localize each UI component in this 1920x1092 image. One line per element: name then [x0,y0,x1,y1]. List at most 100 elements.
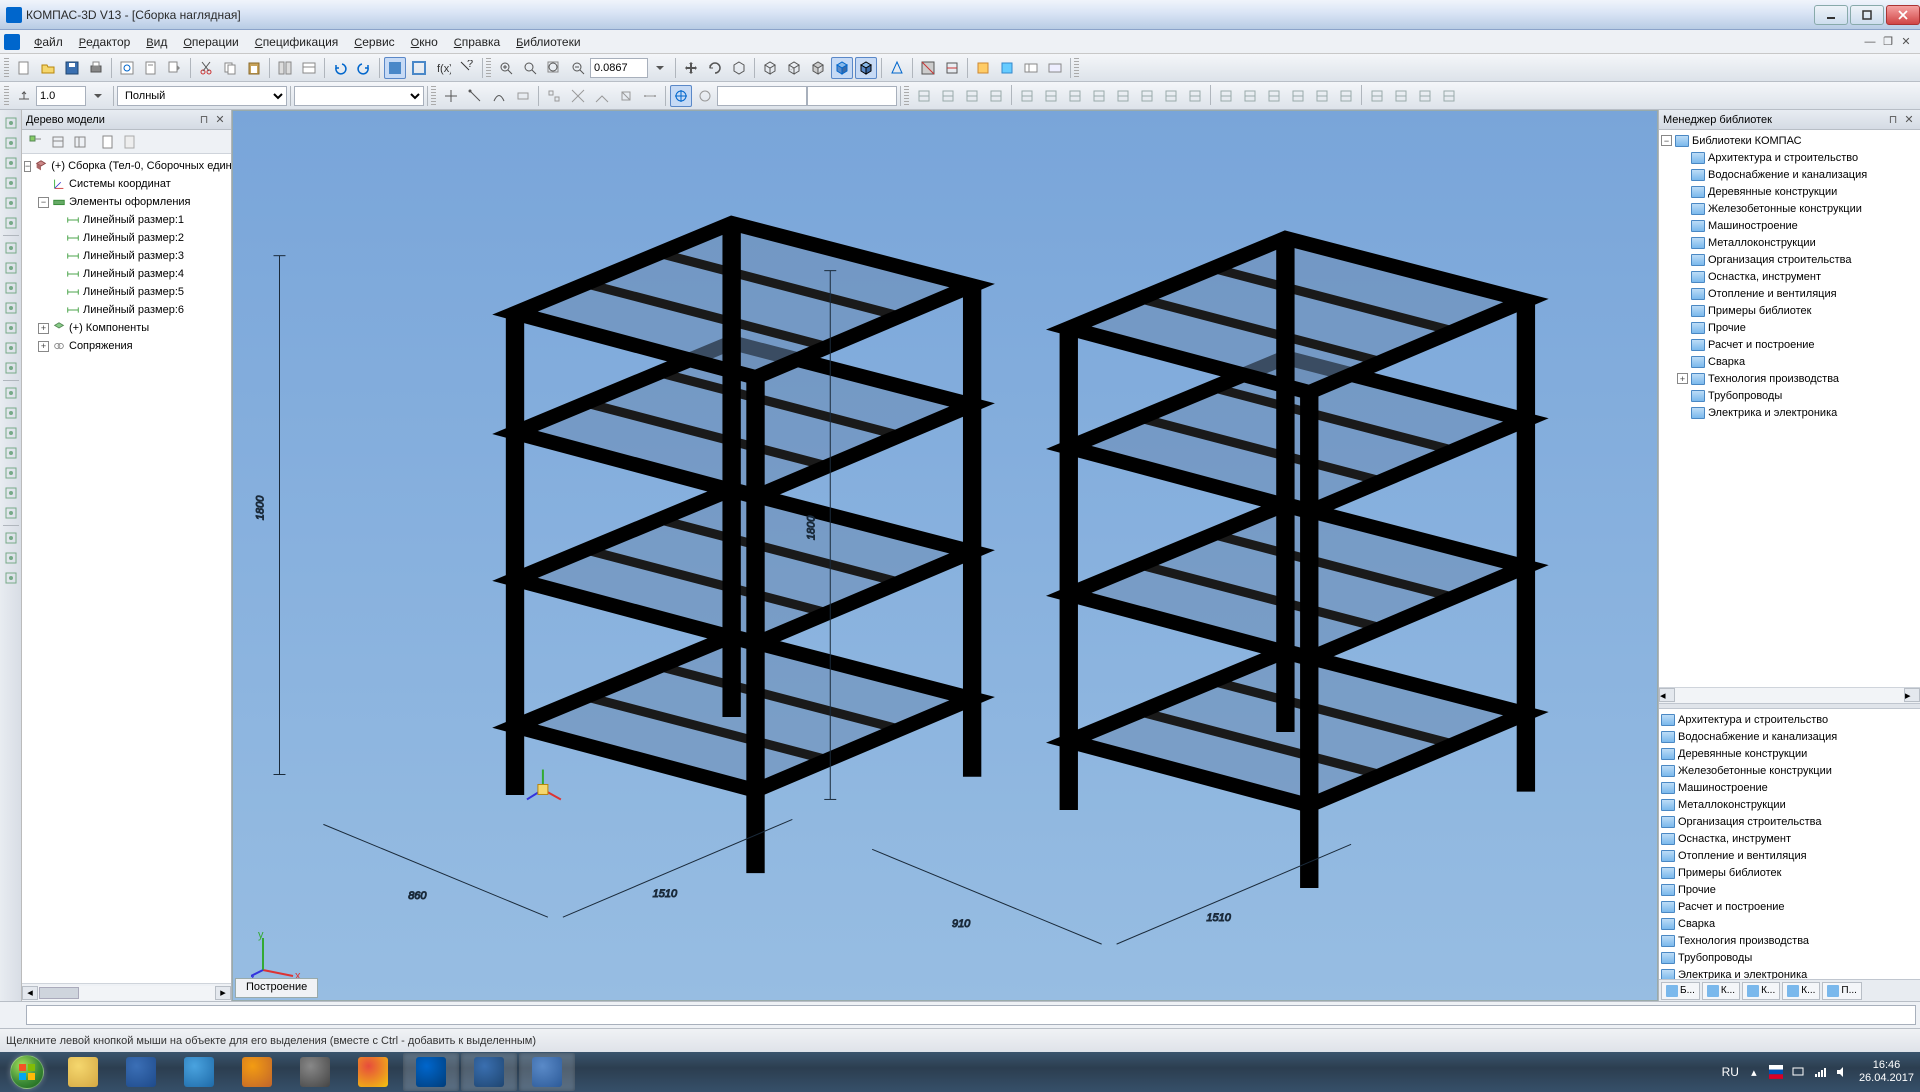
left-tool-9[interactable] [2,299,20,317]
mdi-minimize-button[interactable]: — [1862,35,1878,49]
lib-item[interactable]: Металлоконструкции [1661,796,1918,813]
taskbar-app-save[interactable] [461,1053,517,1091]
wire-button[interactable] [759,57,781,79]
expand-icon[interactable]: + [38,323,49,334]
tool-extra-13[interactable] [1239,85,1261,107]
tree-btn-2[interactable] [48,132,68,152]
tool-extra-15[interactable] [1287,85,1309,107]
tool-b-button[interactable] [996,57,1018,79]
lib-item[interactable]: Организация строительства [1661,813,1918,830]
taskbar-app-word[interactable] [113,1053,169,1091]
left-tool-14[interactable] [2,404,20,422]
left-tool-19[interactable] [2,504,20,522]
tool-c-button[interactable] [1020,57,1042,79]
tree-dimension[interactable]: Линейный размер:3 [52,247,229,265]
coord-x-input[interactable] [717,86,807,106]
lib-category[interactable]: Оснастка, инструмент [1677,268,1918,285]
menu-окно[interactable]: Окно [403,32,446,52]
tray-flag-icon[interactable] [1767,1063,1785,1081]
shaded-button[interactable] [831,57,853,79]
grid-button[interactable] [694,85,716,107]
print-button[interactable] [85,57,107,79]
vars-button[interactable] [298,57,320,79]
left-tool-7[interactable] [2,259,20,277]
tool-extra-4[interactable] [1016,85,1038,107]
lib-item[interactable]: Трубопроводы [1661,949,1918,966]
persp-button[interactable] [886,57,908,79]
mdi-close-button[interactable]: ✕ [1898,35,1914,49]
zoom-drop-button[interactable] [649,57,671,79]
toolbar-grip[interactable] [486,58,491,78]
toolbar-grip[interactable] [904,86,909,106]
library-tree[interactable]: −Библиотеки КОМПАС Архитектура и строите… [1659,130,1920,687]
close-icon[interactable]: ✕ [213,113,227,127]
lib-item[interactable]: Технология производства [1661,932,1918,949]
lib-category[interactable]: Металлоконструкции [1677,234,1918,251]
left-tool-6[interactable] [2,239,20,257]
left-tool-11[interactable] [2,339,20,357]
lib-tab[interactable]: Б... [1661,982,1700,1000]
zoom-fit-button[interactable] [543,57,565,79]
lib-tab[interactable]: П... [1822,982,1862,1000]
tray-action-icon[interactable] [1789,1063,1807,1081]
maximize-button[interactable] [1850,5,1884,25]
redo-button[interactable] [353,57,375,79]
copy-button[interactable] [219,57,241,79]
taskbar-app-chrome[interactable] [345,1053,401,1091]
zoom-window-button[interactable] [567,57,589,79]
lib-item[interactable]: Расчет и построение [1661,898,1918,915]
left-tool-21[interactable] [2,549,20,567]
tool-extra-0[interactable] [913,85,935,107]
lib-category[interactable]: Электрика и электроника [1677,404,1918,421]
menu-справка[interactable]: Справка [446,32,508,52]
lib-category[interactable]: Сварка [1677,353,1918,370]
tray-up-icon[interactable]: ▴ [1745,1063,1763,1081]
lib-category[interactable]: Отопление и вентиляция [1677,285,1918,302]
drop-button[interactable] [164,57,186,79]
left-tool-13[interactable] [2,384,20,402]
left-tool-10[interactable] [2,319,20,337]
pin-icon[interactable]: ⊓ [197,113,211,127]
start-button[interactable] [0,1052,54,1092]
viewport-tab[interactable]: Построение [235,978,318,998]
t2-3[interactable] [488,85,510,107]
lib-category[interactable]: Расчет и построение [1677,336,1918,353]
tool-extra-14[interactable] [1263,85,1285,107]
menu-спецификация[interactable]: Спецификация [247,32,347,52]
tool-extra-17[interactable] [1335,85,1357,107]
tree-btn-3[interactable] [70,132,90,152]
lib-item[interactable]: Оснастка, инструмент [1661,830,1918,847]
toolbar-grip[interactable] [4,86,9,106]
taskbar-app-kompas[interactable] [403,1053,459,1091]
lib-item[interactable]: Сварка [1661,915,1918,932]
lib-item[interactable]: Водоснабжение и канализация [1661,728,1918,745]
tree-body[interactable]: −(+) Сборка (Тел-0, Сборочных единиц- Си… [22,154,231,983]
taskbar-app-kompas2[interactable] [519,1053,575,1091]
menu-сервис[interactable]: Сервис [346,32,402,52]
tool-extra-6[interactable] [1064,85,1086,107]
taskbar-app-explorer[interactable] [55,1053,111,1091]
left-tool-16[interactable] [2,444,20,462]
move-button[interactable] [680,57,702,79]
t2-8[interactable] [615,85,637,107]
lib-item[interactable]: Машиностроение [1661,779,1918,796]
taskbar-app-circle[interactable] [287,1053,343,1091]
taskbar-app-wmp[interactable] [229,1053,285,1091]
menu-вид[interactable]: Вид [138,32,175,52]
tool-extra-20[interactable] [1414,85,1436,107]
step-input[interactable] [36,86,86,106]
left-tool-17[interactable] [2,464,20,482]
lib-category[interactable]: +Технология производства [1677,370,1918,387]
viewport-3d[interactable]: 1800 860 1510 1800 910 1510 x y z Постро… [232,110,1658,1001]
section2-button[interactable] [941,57,963,79]
tree-btn-4[interactable] [98,132,118,152]
pin-icon[interactable]: ⊓ [1886,113,1900,127]
properties-button[interactable] [274,57,296,79]
open-button[interactable] [37,57,59,79]
lib-category[interactable]: Машиностроение [1677,217,1918,234]
command-input[interactable] [26,1005,1916,1025]
tool-extra-1[interactable] [937,85,959,107]
t2-4[interactable] [512,85,534,107]
rotate-button[interactable] [704,57,726,79]
shaded-edge-button[interactable] [855,57,877,79]
